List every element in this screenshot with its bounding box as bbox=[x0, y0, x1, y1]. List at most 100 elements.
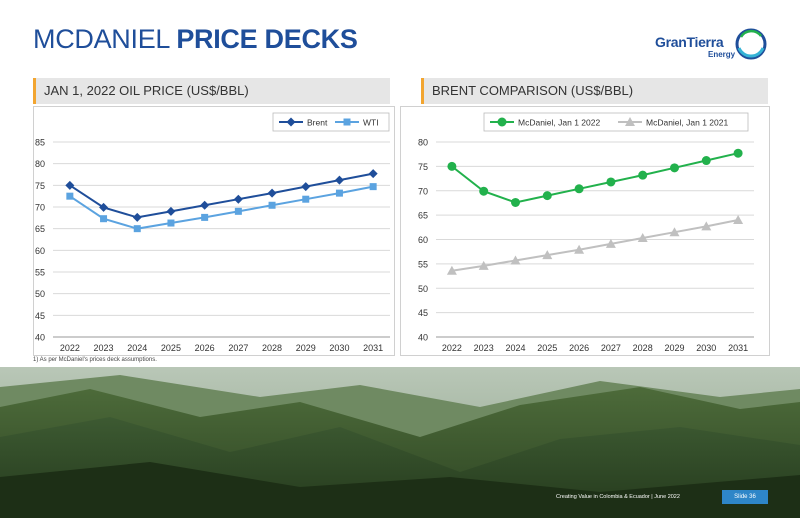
x-tick-label: 2023 bbox=[474, 343, 494, 353]
data-point bbox=[268, 201, 276, 209]
legend-box bbox=[483, 112, 749, 132]
legend-marker bbox=[286, 117, 296, 127]
y-tick-label: 70 bbox=[35, 203, 45, 213]
y-tick-label: 65 bbox=[35, 224, 45, 234]
data-point bbox=[201, 213, 209, 221]
legend-label: McDaniel, Jan 1 2021 bbox=[646, 118, 728, 128]
x-tick-label: 2028 bbox=[262, 343, 282, 353]
data-point bbox=[733, 148, 743, 158]
data-point bbox=[267, 188, 277, 198]
data-point bbox=[100, 215, 108, 223]
data-point bbox=[369, 183, 377, 191]
right-chart-header: BRENT COMPARISON (US$/BBL) bbox=[421, 78, 768, 104]
x-tick-label: 2022 bbox=[60, 343, 80, 353]
data-point bbox=[637, 233, 648, 243]
x-tick-label: 2031 bbox=[363, 343, 383, 353]
legend-marker bbox=[625, 117, 635, 126]
y-tick-label: 55 bbox=[418, 259, 428, 269]
data-point bbox=[335, 189, 343, 197]
x-tick-label: 2025 bbox=[161, 343, 181, 353]
data-point bbox=[733, 215, 744, 224]
x-tick-label: 2029 bbox=[296, 343, 316, 353]
y-tick-label: 40 bbox=[35, 333, 45, 343]
series-line bbox=[451, 219, 739, 272]
x-tick-label: 2031 bbox=[728, 343, 748, 353]
x-tick-label: 2026 bbox=[569, 343, 589, 353]
data-point bbox=[368, 169, 378, 179]
data-point bbox=[510, 255, 521, 265]
legend-marker bbox=[343, 118, 351, 126]
data-point bbox=[701, 156, 711, 166]
data-point bbox=[638, 170, 648, 180]
brent-comparison-chart: 80 75 70 65 60 55 50 45 40 2022 2023 2024 2025 2026 20… bbox=[400, 106, 770, 356]
data-point bbox=[233, 194, 243, 204]
y-tick-label: 75 bbox=[418, 162, 428, 172]
data-point bbox=[302, 195, 310, 203]
logo-sub-text: Energy bbox=[708, 50, 736, 59]
page-title: MCDANIEL PRICE DECKS bbox=[33, 24, 358, 55]
data-point bbox=[301, 182, 311, 192]
x-tick-label: 2023 bbox=[94, 343, 114, 353]
footnote: 1) As per McDaniel's prices deck assumpt… bbox=[33, 357, 157, 363]
data-point bbox=[446, 265, 457, 275]
data-point bbox=[511, 197, 520, 207]
y-tick-label: 75 bbox=[35, 181, 45, 191]
data-point bbox=[99, 202, 109, 212]
data-point bbox=[132, 212, 142, 222]
series-line bbox=[69, 185, 374, 230]
x-tick-label: 2024 bbox=[127, 343, 147, 353]
data-point bbox=[65, 180, 75, 190]
data-point bbox=[447, 161, 457, 171]
y-tick-label: 70 bbox=[418, 186, 428, 196]
legend-marker bbox=[497, 117, 507, 127]
data-point bbox=[542, 250, 553, 260]
x-tick-label: 2030 bbox=[329, 343, 349, 353]
left-chart-header: JAN 1, 2022 OIL PRICE (US$/BBL) bbox=[33, 78, 390, 104]
data-point bbox=[479, 186, 489, 196]
y-tick-label: 60 bbox=[35, 246, 45, 256]
data-point bbox=[166, 206, 176, 216]
y-tick-label: 80 bbox=[418, 138, 428, 148]
data-point bbox=[542, 191, 552, 201]
x-tick-label: 2024 bbox=[505, 343, 525, 353]
y-tick-label: 40 bbox=[418, 333, 428, 343]
logo-ring-icon bbox=[735, 28, 767, 60]
y-tick-label: 50 bbox=[35, 289, 45, 299]
data-point bbox=[234, 207, 242, 215]
data-point bbox=[574, 184, 584, 194]
data-point bbox=[701, 221, 712, 231]
y-tick-label: 45 bbox=[418, 308, 428, 318]
data-point bbox=[133, 225, 141, 233]
data-point bbox=[574, 244, 585, 254]
legend-label: WTI bbox=[363, 118, 379, 128]
y-tick-label: 85 bbox=[35, 138, 45, 148]
logo-main-text: GranTierra bbox=[655, 34, 724, 50]
oil-price-chart: 85 80 75 70 65 60 55 50 45 40 2022 2023 2024 2025 2026… bbox=[33, 106, 395, 356]
y-tick-label: 50 bbox=[418, 284, 428, 294]
series-line bbox=[69, 172, 374, 219]
series-line bbox=[451, 152, 739, 204]
data-point bbox=[670, 163, 679, 173]
y-tick-label: 60 bbox=[418, 235, 428, 245]
data-point bbox=[66, 192, 74, 200]
data-point bbox=[167, 219, 175, 227]
x-tick-label: 2025 bbox=[537, 343, 557, 353]
chart-frame bbox=[33, 106, 395, 356]
data-point bbox=[606, 177, 616, 187]
y-tick-label: 45 bbox=[35, 311, 45, 321]
company-logo: GranTierra Energy bbox=[655, 26, 770, 66]
forest-landscape-photo bbox=[0, 367, 800, 518]
footer-text: Creating Value in Colombia & Ecuador | J… bbox=[556, 494, 680, 500]
y-tick-label: 80 bbox=[35, 159, 45, 169]
x-tick-label: 2028 bbox=[633, 343, 653, 353]
title-regular: MCDANIEL bbox=[33, 24, 177, 54]
y-tick-label: 55 bbox=[35, 268, 45, 278]
legend-label: Brent bbox=[307, 118, 328, 128]
legend-label: McDaniel, Jan 1 2022 bbox=[518, 118, 600, 128]
y-tick-label: 65 bbox=[418, 211, 428, 221]
x-tick-label: 2027 bbox=[228, 343, 248, 353]
chart-frame bbox=[400, 106, 770, 356]
data-point bbox=[200, 200, 210, 210]
title-bold: PRICE DECKS bbox=[176, 24, 358, 54]
slide-number-badge: Slide 36 bbox=[722, 490, 768, 504]
